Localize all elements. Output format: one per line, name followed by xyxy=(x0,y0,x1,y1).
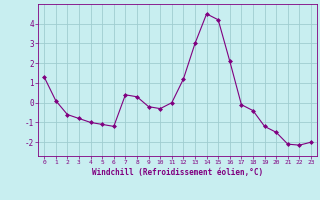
X-axis label: Windchill (Refroidissement éolien,°C): Windchill (Refroidissement éolien,°C) xyxy=(92,168,263,177)
